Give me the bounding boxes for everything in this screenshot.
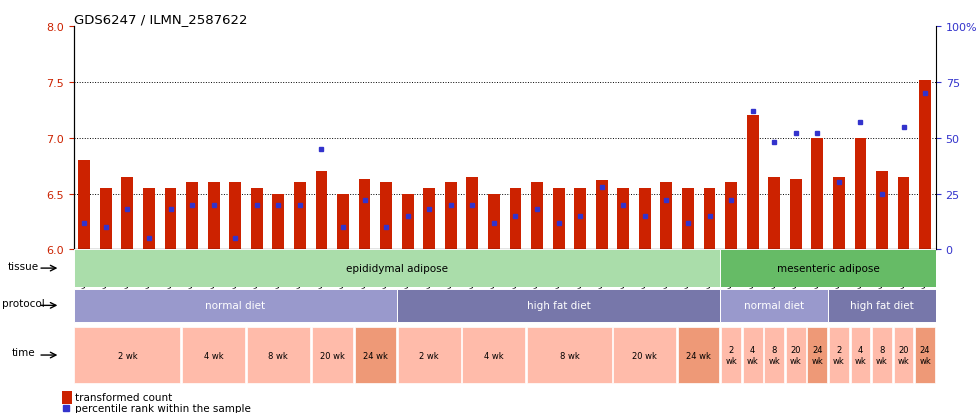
Bar: [786, 327, 806, 383]
Text: 8 wk: 8 wk: [269, 351, 288, 360]
Bar: [337, 194, 349, 250]
Bar: [855, 138, 866, 250]
Bar: [165, 188, 176, 250]
Bar: [721, 327, 741, 383]
Bar: [829, 327, 849, 383]
Bar: [488, 194, 500, 250]
Bar: [639, 188, 651, 250]
Bar: [915, 327, 935, 383]
Bar: [678, 327, 719, 383]
Bar: [725, 183, 737, 250]
Text: 24
wk: 24 wk: [919, 346, 931, 365]
Text: percentile rank within the sample: percentile rank within the sample: [75, 403, 251, 413]
Text: 20
wk: 20 wk: [898, 346, 909, 365]
Bar: [682, 188, 694, 250]
Bar: [919, 81, 931, 250]
Bar: [553, 188, 564, 250]
Bar: [574, 188, 586, 250]
Bar: [74, 250, 720, 287]
Text: 20 wk: 20 wk: [319, 351, 345, 360]
Bar: [143, 188, 155, 250]
Bar: [122, 177, 133, 250]
Bar: [466, 177, 478, 250]
Text: tissue: tissue: [8, 261, 39, 272]
Text: normal diet: normal diet: [744, 301, 805, 311]
Bar: [764, 327, 784, 383]
Bar: [312, 327, 353, 383]
Text: time: time: [12, 347, 35, 357]
Bar: [78, 161, 90, 250]
Bar: [833, 177, 845, 250]
Text: protocol: protocol: [2, 299, 45, 309]
Bar: [397, 289, 720, 322]
Bar: [100, 188, 112, 250]
Text: 20
wk: 20 wk: [790, 346, 802, 365]
Text: transformed count: transformed count: [75, 392, 172, 402]
Bar: [182, 327, 245, 383]
Text: 8 wk: 8 wk: [560, 351, 579, 360]
Text: mesenteric adipose: mesenteric adipose: [777, 263, 879, 273]
Bar: [661, 183, 672, 250]
Bar: [208, 183, 220, 250]
Text: epididymal adipose: epididymal adipose: [346, 263, 448, 273]
Bar: [463, 327, 525, 383]
Text: 24 wk: 24 wk: [686, 351, 711, 360]
Bar: [808, 327, 827, 383]
Bar: [872, 327, 892, 383]
Bar: [747, 116, 759, 250]
Bar: [423, 188, 435, 250]
Bar: [811, 138, 823, 250]
Text: 24
wk: 24 wk: [811, 346, 823, 365]
Bar: [720, 250, 936, 287]
Bar: [851, 327, 870, 383]
Bar: [62, 392, 72, 404]
Text: 24 wk: 24 wk: [363, 351, 388, 360]
Text: 8
wk: 8 wk: [768, 346, 780, 365]
Bar: [445, 183, 457, 250]
Bar: [720, 289, 828, 322]
Text: high fat diet: high fat diet: [526, 301, 591, 311]
Bar: [355, 327, 396, 383]
Text: 4
wk: 4 wk: [747, 346, 759, 365]
Text: 20 wk: 20 wk: [632, 351, 658, 360]
Bar: [617, 188, 629, 250]
Bar: [876, 172, 888, 250]
Bar: [898, 177, 909, 250]
Bar: [74, 289, 397, 322]
Bar: [704, 188, 715, 250]
Text: 4 wk: 4 wk: [204, 351, 223, 360]
Bar: [359, 180, 370, 250]
Bar: [596, 181, 608, 250]
Bar: [402, 194, 414, 250]
Bar: [229, 183, 241, 250]
Bar: [251, 188, 263, 250]
Bar: [531, 183, 543, 250]
Bar: [894, 327, 913, 383]
Text: 4
wk: 4 wk: [855, 346, 866, 365]
Bar: [398, 327, 461, 383]
Bar: [613, 327, 676, 383]
Text: 2
wk: 2 wk: [833, 346, 845, 365]
Text: 8
wk: 8 wk: [876, 346, 888, 365]
Text: 2 wk: 2 wk: [118, 351, 137, 360]
Bar: [272, 194, 284, 250]
Text: 4 wk: 4 wk: [484, 351, 504, 360]
Bar: [790, 180, 802, 250]
Bar: [743, 327, 762, 383]
Bar: [316, 172, 327, 250]
Text: 2 wk: 2 wk: [419, 351, 439, 360]
Bar: [186, 183, 198, 250]
Text: 2
wk: 2 wk: [725, 346, 737, 365]
Bar: [380, 183, 392, 250]
Bar: [768, 177, 780, 250]
Text: GDS6247 / ILMN_2587622: GDS6247 / ILMN_2587622: [74, 13, 247, 26]
Bar: [74, 327, 180, 383]
Bar: [527, 327, 612, 383]
Bar: [247, 327, 310, 383]
Text: normal diet: normal diet: [205, 301, 266, 311]
Bar: [510, 188, 521, 250]
Text: high fat diet: high fat diet: [850, 301, 914, 311]
Bar: [828, 289, 936, 322]
Bar: [294, 183, 306, 250]
